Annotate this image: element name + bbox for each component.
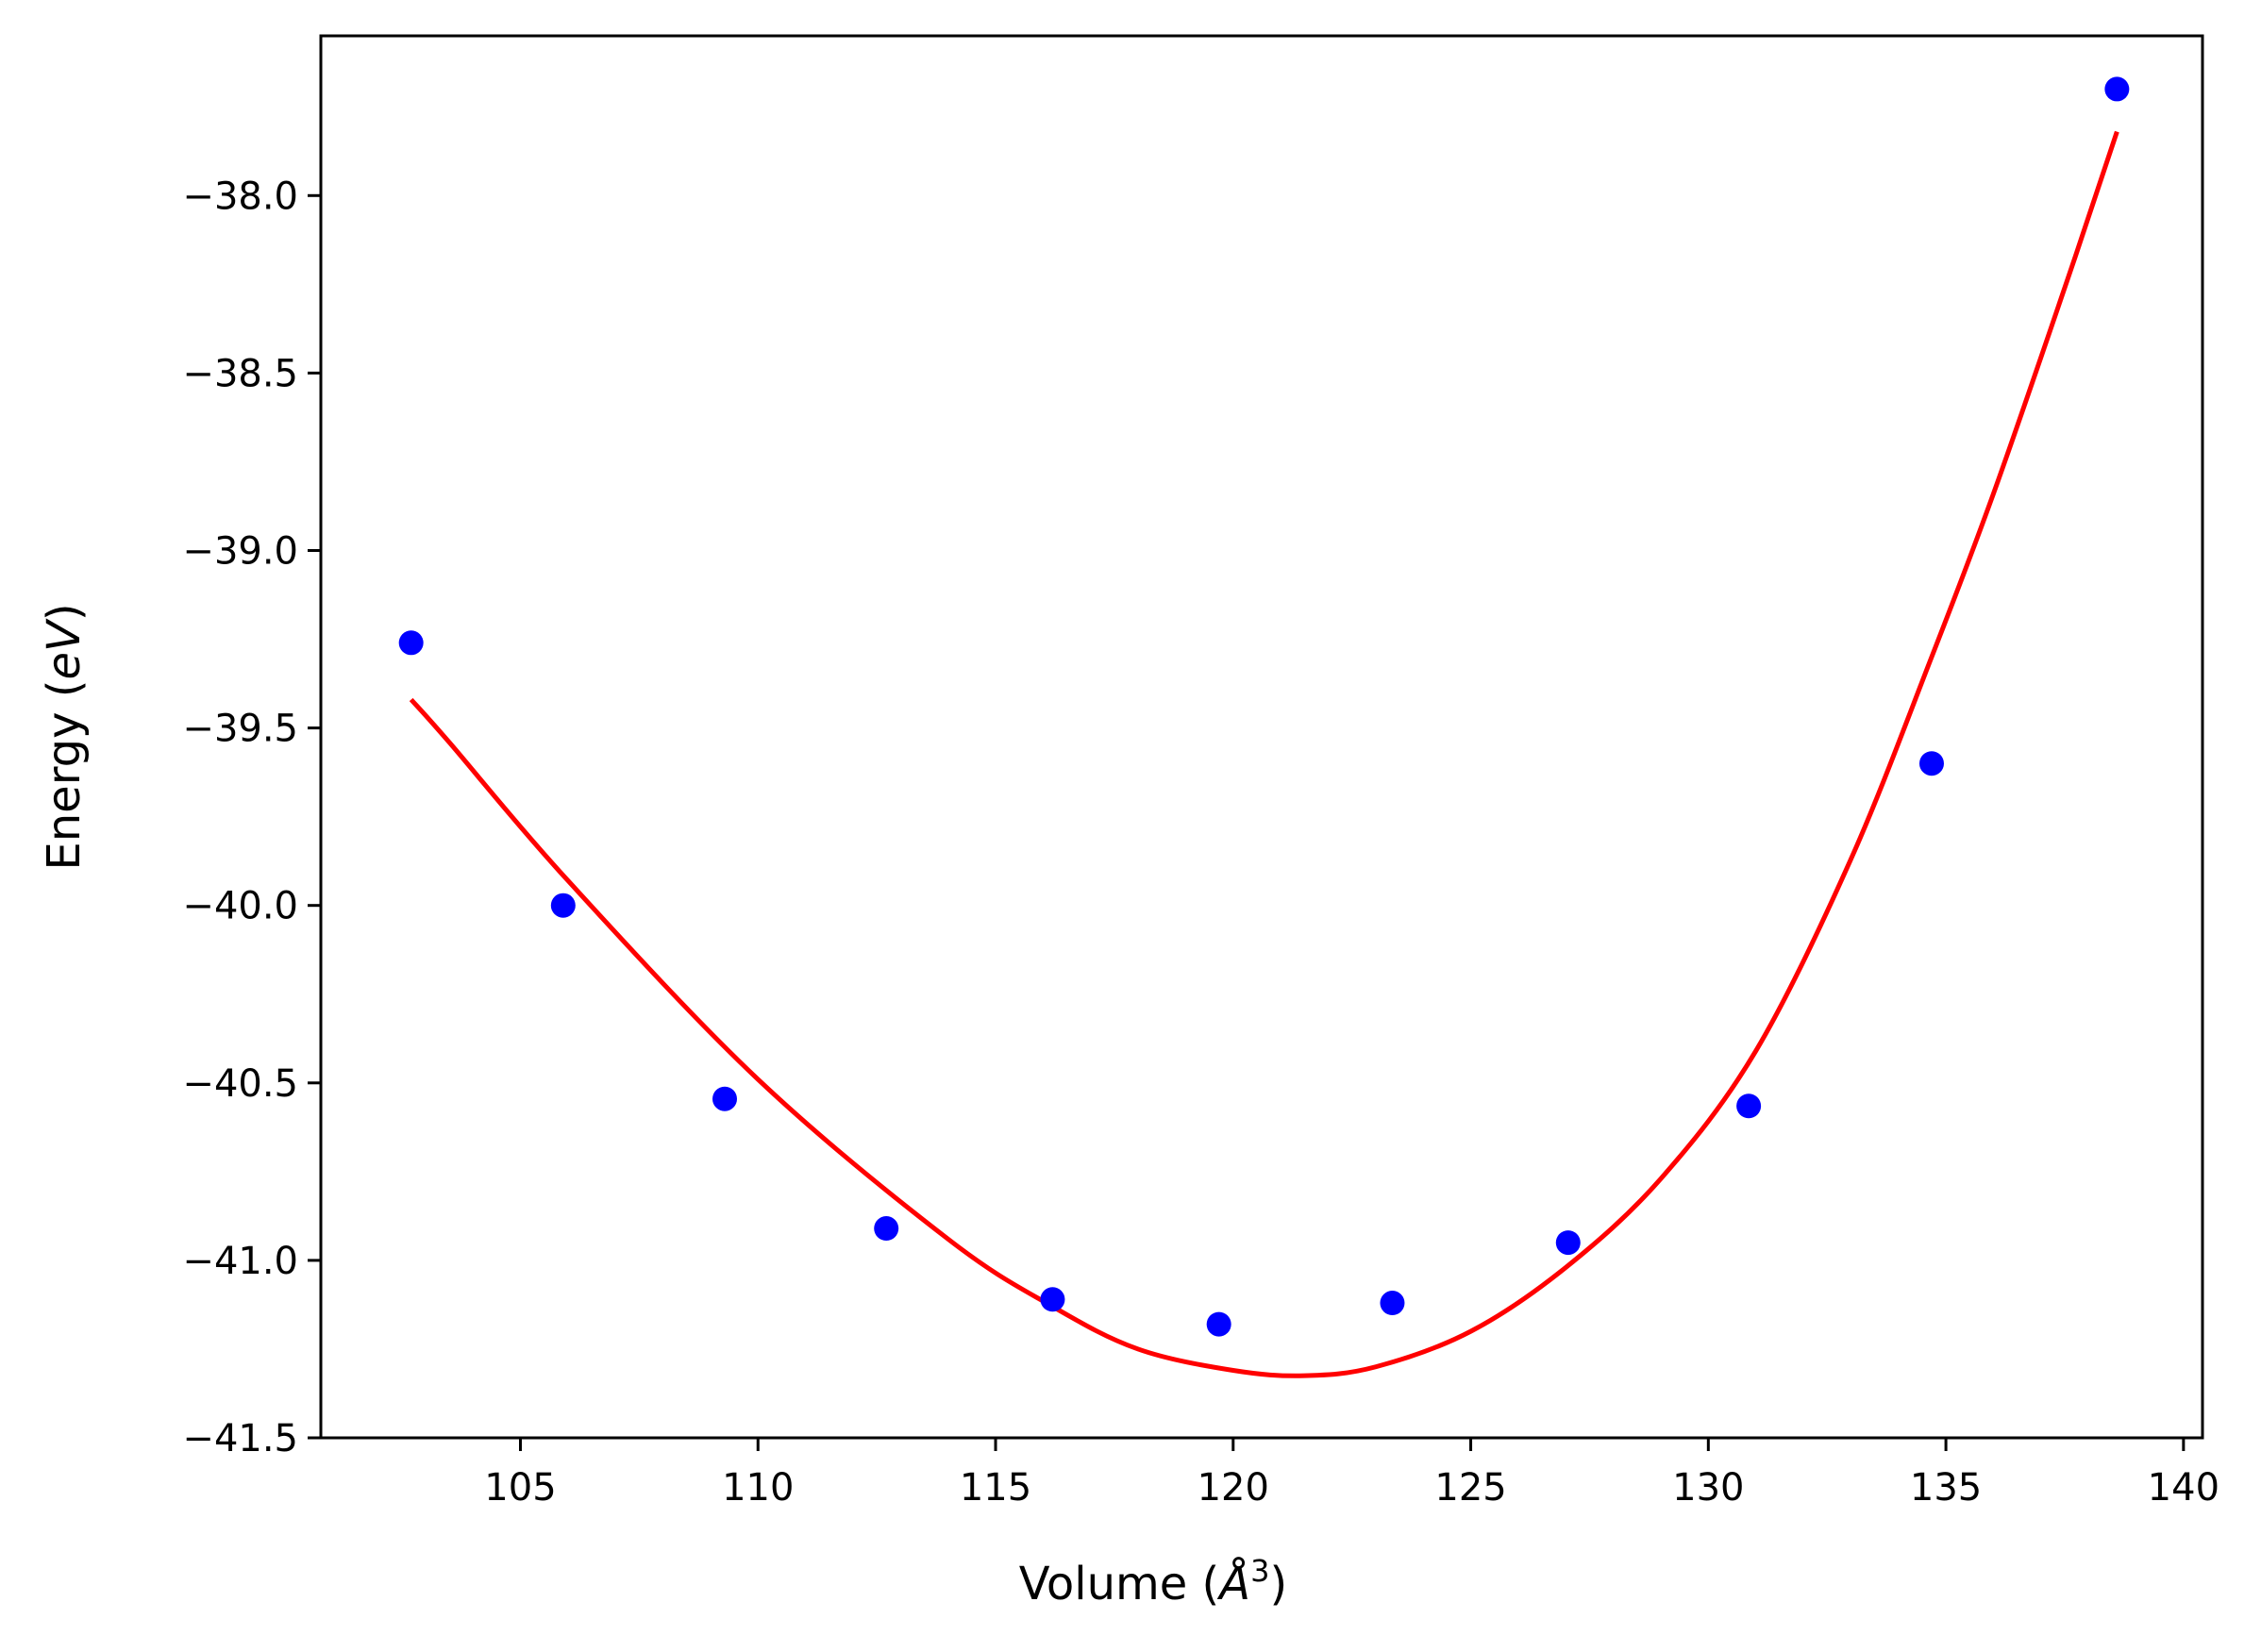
data-point xyxy=(2104,76,2130,102)
data-point xyxy=(1380,1291,1405,1316)
data-point xyxy=(398,630,424,656)
data-point xyxy=(1206,1311,1231,1337)
y-tick-label: −40.5 xyxy=(182,1062,298,1106)
x-tick-label: 105 xyxy=(484,1466,556,1510)
x-axis-label: Volume (Å3) xyxy=(1019,1553,1287,1610)
x-tick-label: 135 xyxy=(1910,1466,1982,1510)
y-tick-label: −39.0 xyxy=(182,529,298,573)
x-tick-label: 115 xyxy=(960,1466,1031,1510)
data-point xyxy=(1918,751,1944,776)
data-point xyxy=(550,893,576,918)
data-point-layer xyxy=(398,76,2130,1337)
x-tick-label: 140 xyxy=(2148,1466,2219,1510)
x-tick-label: 110 xyxy=(722,1466,794,1510)
y-axis-label: Energy (eV) xyxy=(38,603,91,870)
y-tick-label: −38.0 xyxy=(182,175,298,218)
data-point xyxy=(712,1086,738,1111)
y-tick-label: −40.0 xyxy=(182,885,298,928)
data-point xyxy=(874,1216,899,1242)
x-tick-label: 125 xyxy=(1434,1466,1506,1510)
fit-curve-layer xyxy=(409,130,2119,1378)
data-point xyxy=(1555,1230,1581,1256)
data-point xyxy=(1040,1287,1065,1312)
y-tick-label: −41.5 xyxy=(182,1417,298,1460)
plot-frame xyxy=(319,34,2204,1440)
y-tick-label: −41.0 xyxy=(182,1240,298,1283)
fit-curve-line xyxy=(409,130,2119,1378)
x-tick-label: 120 xyxy=(1197,1466,1269,1510)
x-tick-label: 130 xyxy=(1672,1466,1744,1510)
tick-layer: 105 110 115 120 125 130 135 140 −41.5 −41.0 −40.5 −… xyxy=(182,175,2219,1510)
y-tick-label: −39.5 xyxy=(182,708,298,751)
data-point xyxy=(1736,1093,1762,1119)
y-tick-label: −38.5 xyxy=(182,352,298,395)
